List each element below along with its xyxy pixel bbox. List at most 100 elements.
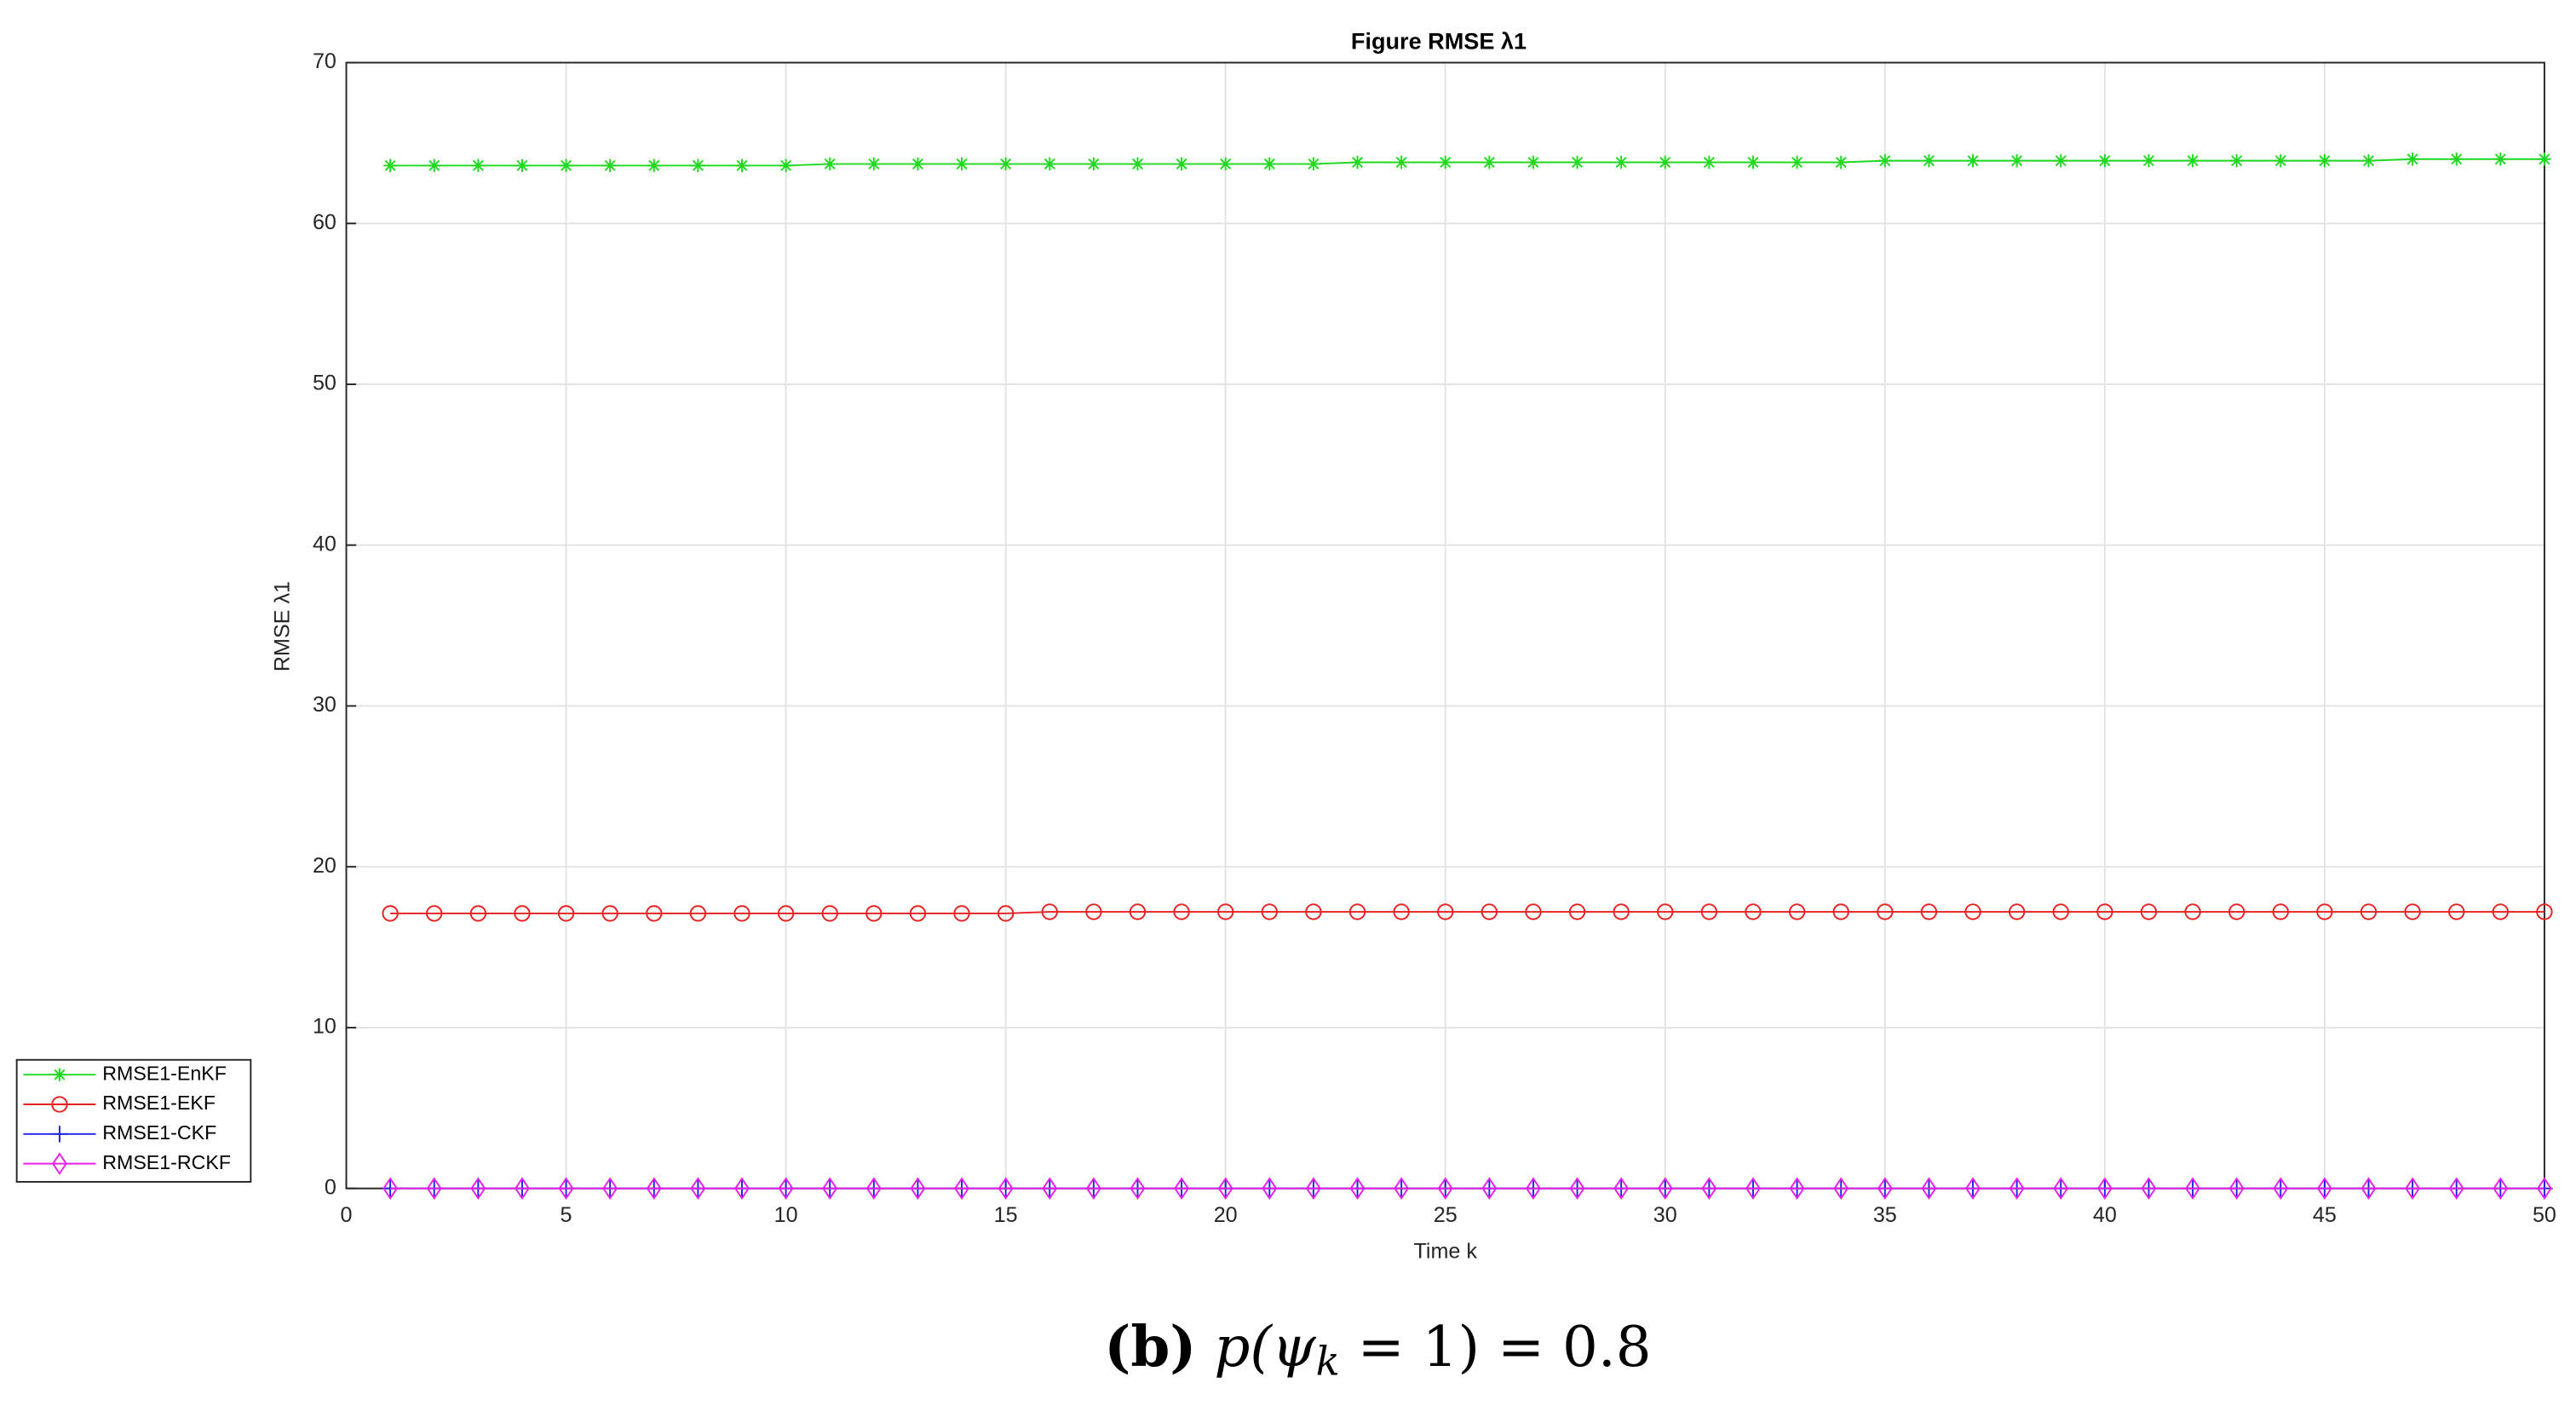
marker (2493, 153, 2508, 166)
marker (646, 905, 663, 922)
marker (1481, 1177, 1498, 1201)
marker (1261, 903, 1278, 920)
marker (1657, 1177, 1673, 1201)
marker (1305, 903, 1322, 920)
marker (1965, 1177, 1981, 1201)
marker (1701, 1177, 1717, 1201)
marker (691, 158, 705, 173)
marker (382, 1177, 399, 1201)
marker (2360, 1177, 2377, 1201)
marker (2098, 153, 2112, 168)
marker (865, 1177, 882, 1201)
marker (2405, 1177, 2421, 1201)
marker (1042, 1177, 1058, 1201)
x-tick-label: 5 (561, 1203, 572, 1227)
marker (1129, 903, 1147, 920)
marker (734, 1177, 750, 1201)
marker (2361, 153, 2376, 168)
marker (382, 905, 399, 922)
legend-marker (52, 1152, 67, 1176)
marker (1569, 1177, 1585, 1201)
legend: RMSE1-EnKF RMSE1-EKF RMSE1-CKF RMSE1-RCKF (15, 1058, 252, 1183)
marker (1526, 1177, 1541, 1201)
marker (690, 1177, 706, 1201)
marker (2360, 903, 2378, 920)
marker (2096, 1177, 2113, 1201)
legend-marker (51, 1096, 68, 1113)
marker (557, 905, 575, 922)
caption: (b) p(ψk = 1) = 0.8 (1104, 1313, 1651, 1384)
marker (1350, 155, 1365, 170)
y-tick-label: 20 (313, 854, 336, 878)
marker (469, 905, 487, 922)
marker (2185, 1177, 2200, 1201)
marker (1438, 155, 1452, 170)
marker (1570, 155, 1584, 170)
marker (1790, 155, 1804, 170)
x-tick-label: 15 (994, 1203, 1018, 1227)
y-tick-label: 40 (313, 532, 336, 556)
marker (2492, 903, 2510, 920)
marker (733, 905, 750, 922)
marker (1613, 1177, 1630, 1201)
x-tick-label: 45 (2313, 1203, 2337, 1227)
marker (1964, 903, 1981, 920)
marker (910, 1177, 926, 1201)
x-tick-label: 20 (1214, 1203, 1238, 1227)
marker (1613, 903, 1630, 920)
marker (559, 158, 573, 173)
marker (647, 158, 661, 173)
legend-marker (53, 1068, 66, 1081)
marker (1833, 1177, 1849, 1201)
marker (1262, 1177, 1278, 1201)
marker (777, 905, 795, 922)
marker (2448, 903, 2465, 920)
marker (2141, 1177, 2157, 1201)
marker (1173, 903, 1190, 920)
marker (1393, 903, 1410, 920)
marker (2404, 903, 2421, 920)
marker (2054, 153, 2067, 168)
x-axis-label: Time k (1414, 1240, 1478, 1264)
legend-marker (51, 1126, 68, 1143)
marker (1788, 903, 1806, 920)
marker (558, 1177, 574, 1201)
marker (1481, 903, 1498, 920)
marker (2537, 1177, 2552, 1201)
marker (2274, 153, 2288, 168)
marker (1922, 153, 1936, 168)
marker (1966, 153, 1980, 168)
caption-sub: k (1316, 1339, 1340, 1385)
marker (515, 1177, 530, 1201)
legend-label: RMSE1-CKF (102, 1121, 216, 1144)
marker (1527, 155, 1540, 170)
marker (1175, 157, 1188, 171)
chart-title: Figure RMSE λ1 (1351, 27, 1527, 54)
marker (1525, 903, 1542, 920)
marker (1659, 155, 1672, 170)
marker (1394, 155, 1408, 170)
marker (2272, 903, 2289, 920)
marker (601, 905, 618, 922)
marker (1700, 903, 1718, 920)
marker (689, 905, 707, 922)
marker (998, 1177, 1014, 1201)
marker (2406, 153, 2419, 166)
marker (2273, 1177, 2289, 1201)
x-tick-label: 50 (2533, 1203, 2556, 1227)
marker (1217, 903, 1234, 920)
marker (2140, 903, 2158, 920)
marker (426, 905, 443, 922)
marker (822, 1177, 838, 1201)
marker (2053, 1177, 2069, 1201)
marker (1437, 1177, 1453, 1201)
legend-box (15, 1058, 252, 1183)
marker (1130, 157, 1145, 171)
marker (1349, 1177, 1366, 1201)
marker (383, 158, 397, 173)
marker (867, 157, 881, 171)
marker (1877, 1177, 1893, 1201)
marker (1394, 1177, 1410, 1201)
marker (2493, 1177, 2509, 1201)
